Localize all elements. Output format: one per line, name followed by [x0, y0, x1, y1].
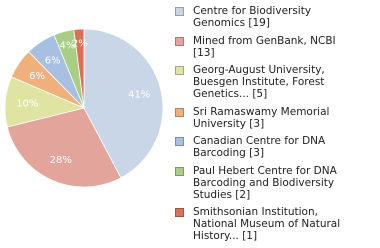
legend-swatch: [175, 7, 184, 16]
slice-label: 41%: [128, 89, 150, 100]
legend: Centre for Biodiversity Genomics [19] Min…: [175, 5, 375, 248]
pie-slice: [83, 28, 164, 179]
legend-label: Mined from GenBank, NCBI [13]: [193, 34, 336, 59]
legend-item: Canadian Centre for DNA Barcoding [3]: [175, 135, 375, 159]
legend-swatch: [175, 107, 184, 117]
legend-item: Mined from GenBank, NCBI [13]: [175, 35, 375, 59]
legend-item: Paul Hebert Centre for DNA Barcoding and…: [175, 165, 375, 201]
legend-swatch: [175, 36, 184, 46]
slice-label: 28%: [50, 155, 72, 166]
legend-label: Paul Hebert Centre for DNA Barcoding and…: [193, 164, 337, 201]
slice-label: 6%: [29, 71, 45, 82]
pie-area: 41% 28% 10% 6%6% 4%2%: [4, 28, 164, 188]
legend-item: Sri Ramaswamy Memorial University [3]: [175, 106, 375, 130]
legend-label: Sri Ramaswamy Memorial University [3]: [193, 105, 330, 130]
legend-label: Georg-August University, Buesgen Institu…: [193, 64, 325, 100]
slice-label: 4%: [59, 40, 75, 51]
slice-label: 6%: [45, 56, 61, 67]
legend-item: Centre for Biodiversity Genomics [19]: [175, 5, 375, 29]
legend-item: Georg-August University, Buesgen Institu…: [175, 64, 375, 100]
legend-swatch: [175, 66, 184, 75]
legend-item: Smithsonian Institution, National Museum…: [175, 206, 375, 242]
legend-swatch: [175, 166, 184, 176]
pie-slice: [6, 107, 122, 188]
legend-label: Centre for Biodiversity Genomics [19]: [193, 5, 312, 29]
legend-label: Smithsonian Institution, National Museum…: [193, 206, 341, 242]
slice-label: 2%: [72, 38, 88, 49]
pie-slice: [73, 28, 85, 109]
legend-label: Canadian Centre for DNA Barcoding [3]: [193, 135, 326, 159]
chart: 41% 28% 10% 6% 6% 4% 2% Centre for Biodiversit…: [4, 5, 340, 242]
slice-label: 10%: [16, 98, 38, 109]
legend-swatch: [175, 208, 184, 217]
legend-swatch: [175, 137, 184, 146]
